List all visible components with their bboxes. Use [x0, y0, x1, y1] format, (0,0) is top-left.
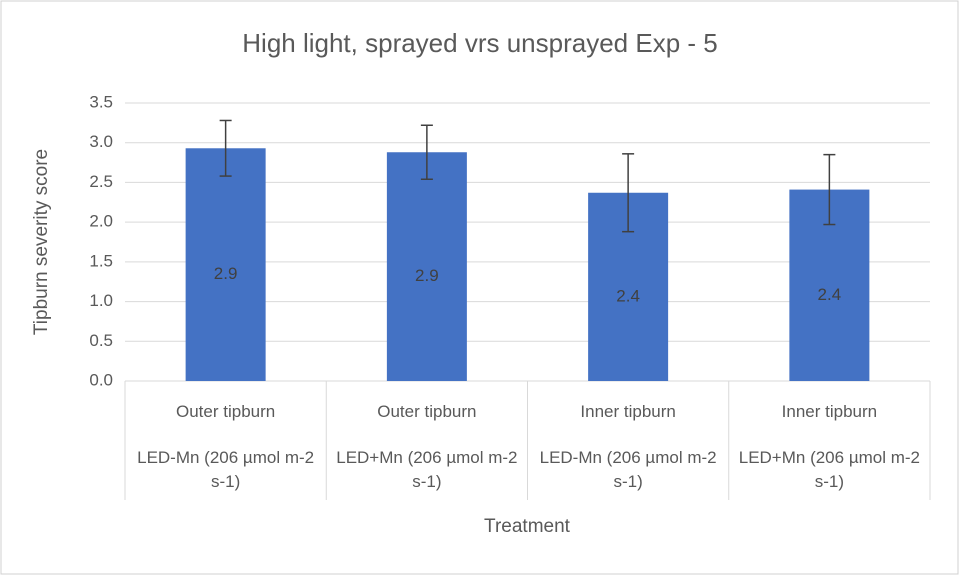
y-tick-label: 3.0	[89, 132, 113, 151]
x-category-label: Outer tipburn	[377, 402, 477, 421]
error-bar	[823, 153, 836, 226]
y-axis-title: Tipburn severity score	[31, 149, 52, 335]
y-tick-label: 1.0	[89, 291, 113, 310]
x-category-label: Outer tipburn	[176, 402, 276, 421]
x-category-label: Inner tipburn	[781, 402, 878, 421]
y-tick-label: 2.5	[89, 172, 113, 191]
error-bar	[622, 153, 635, 233]
data-label: 2.4	[616, 286, 640, 305]
error-bar	[219, 119, 232, 177]
y-tick-label: 1.5	[89, 251, 113, 270]
y-tick-label: 0.5	[89, 331, 113, 350]
y-tick-label: 3.5	[89, 92, 113, 111]
bar	[386, 152, 467, 381]
x-axis-title: Treatment	[484, 516, 571, 537]
y-tick-label: 0.0	[89, 370, 113, 389]
bar	[185, 148, 266, 381]
x-subcategory-label: LED-Mn (206 µmol m-2 s-1)	[539, 448, 717, 491]
x-subcategory-label: LED-Mn (206 µmol m-2 s-1)	[137, 448, 315, 491]
x-category-label: Inner tipburn	[580, 402, 676, 421]
data-label: 2.9	[214, 264, 238, 283]
x-subcategory-label: LED+Mn (206 µmol m-2 s-1)	[738, 448, 921, 491]
x-subcategory-label: LED+Mn (206 µmol m-2 s-1)	[336, 448, 518, 491]
y-tick-label: 2.0	[89, 212, 113, 231]
data-label: 2.9	[415, 266, 439, 285]
data-label: 2.4	[818, 285, 842, 304]
chart-title: High light, sprayed vrs unsprayed Exp - …	[242, 28, 717, 58]
error-bar	[420, 124, 433, 181]
